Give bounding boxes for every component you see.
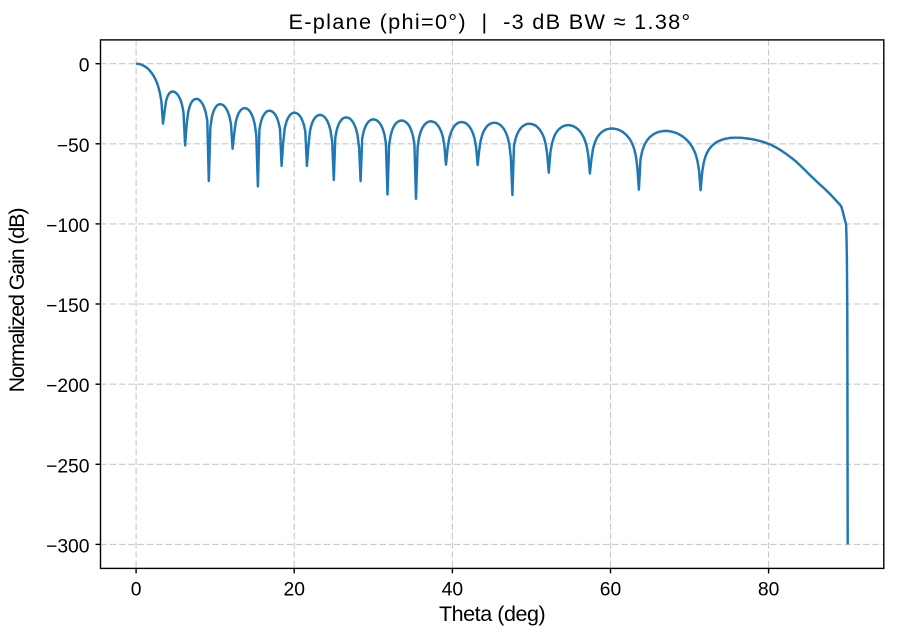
svg-text:20: 20 <box>283 579 304 600</box>
svg-text:−300: −300 <box>46 536 89 557</box>
svg-text:−250: −250 <box>46 456 89 477</box>
svg-text:Theta (deg): Theta (deg) <box>439 602 545 626</box>
svg-text:0: 0 <box>131 579 142 600</box>
svg-text:0: 0 <box>79 56 90 77</box>
svg-text:−100: −100 <box>46 216 89 237</box>
svg-text:80: 80 <box>758 579 779 600</box>
svg-text:40: 40 <box>442 579 463 600</box>
svg-text:E-plane (phi=0°) | -3 dB BW: E-plane (phi=0°) | -3 dB BW ≈ 1.38° <box>288 9 691 34</box>
svg-text:−200: −200 <box>46 376 89 397</box>
svg-text:−150: −150 <box>46 296 89 317</box>
svg-text:−50: −50 <box>57 136 90 157</box>
svg-text:Normalized Gain (dB): Normalized Gain (dB) <box>5 209 29 393</box>
svg-text:60: 60 <box>600 579 621 600</box>
